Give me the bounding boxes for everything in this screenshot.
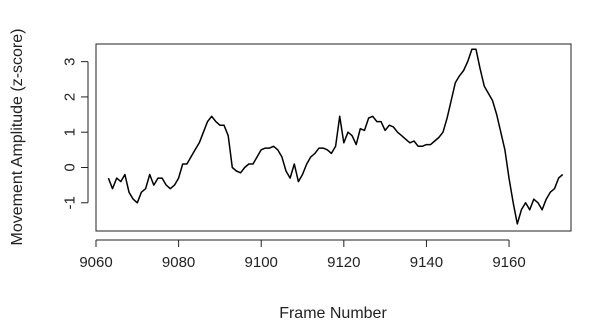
x-tick-label: 9080 — [162, 254, 195, 271]
x-axis: 9060 9080 9100 9120 9140 9160 — [79, 239, 526, 271]
y-axis: -1 0 1 2 3 — [62, 57, 89, 209]
x-tick-label: 9100 — [245, 254, 278, 271]
y-tick-label: 2 — [62, 93, 79, 101]
y-tick-label: 0 — [62, 163, 79, 171]
y-tick-label: -1 — [62, 196, 79, 209]
x-tick-label: 9060 — [79, 254, 112, 271]
series-line-movement-amplitude — [107, 48, 564, 225]
y-tick-label: 1 — [62, 128, 79, 136]
y-axis-label: Movement Amplitude (z-score) — [9, 29, 26, 246]
x-tick-label: 9120 — [327, 254, 360, 271]
x-tick-label: 9160 — [492, 254, 525, 271]
x-tick-label: 9140 — [410, 254, 443, 271]
plot-frame — [95, 43, 572, 232]
x-axis-label: Frame Number — [279, 305, 387, 322]
y-tick-label: 3 — [62, 57, 79, 65]
